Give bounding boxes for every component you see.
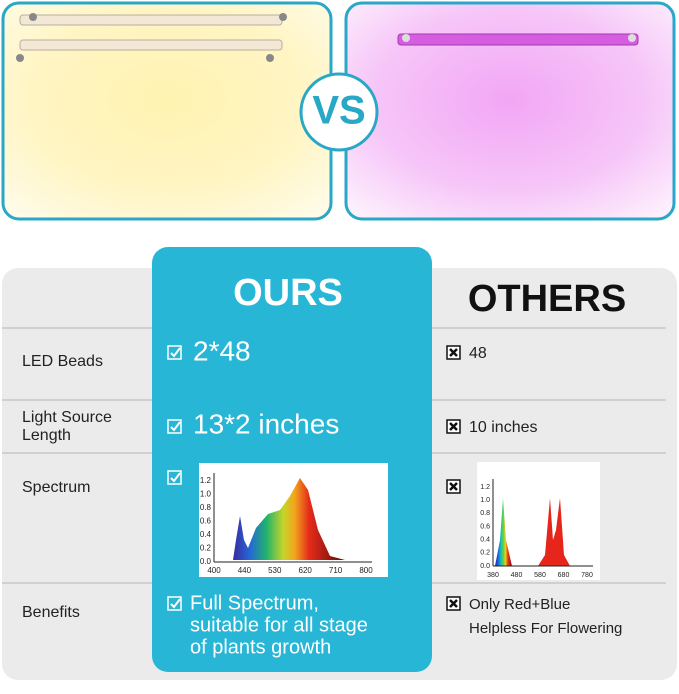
others-header: OTHERS (468, 278, 626, 320)
y-tick-label: 0.6 (200, 517, 212, 526)
x-tick-label: 440 (238, 566, 252, 575)
check-icons (167, 345, 182, 611)
y-tick-label: 0.4 (200, 530, 212, 539)
x-tick-label: 480 (511, 572, 523, 579)
ours-header: OURS (233, 272, 343, 314)
others-value: Only Red+Blue (469, 596, 570, 613)
ours-value: 2*48 (193, 335, 251, 366)
others-value: 48 (469, 345, 487, 362)
x-tick-label: 380 (487, 572, 499, 579)
ours-value: of plants growth (190, 636, 331, 658)
others-values: 48 10 inches Only Red+Blue Helpless For … (469, 345, 622, 637)
vs-label: VS (312, 89, 365, 133)
y-tick-label: 1.2 (480, 484, 490, 491)
y-tick-label: 0.4 (480, 537, 490, 544)
ours-spectrum-curve (233, 478, 345, 560)
y-tick-label: 0.0 (200, 557, 212, 566)
others-value: Helpless For Flowering (469, 620, 622, 637)
others-value: 10 inches (469, 419, 538, 436)
x-tick-label: 620 (299, 566, 313, 575)
x-tick-label: 530 (268, 566, 282, 575)
ours-values: 2*48 13*2 inches Full Spectrum, suitable… (190, 335, 368, 658)
x-icons (446, 345, 461, 611)
y-tick-label: 0.8 (480, 510, 490, 517)
ours-value: suitable for all stage (190, 614, 368, 636)
y-tick-label: 0.6 (480, 523, 490, 530)
ours-value: 13*2 inches (193, 408, 339, 439)
y-tick-label: 1.0 (200, 490, 212, 499)
row-label: Spectrum (22, 479, 90, 496)
x-tick-label: 800 (359, 566, 373, 575)
x-tick-label: 400 (207, 566, 221, 575)
others-blue-peak (495, 498, 512, 566)
y-tick-label: 1.2 (200, 476, 212, 485)
y-tick-label: 1.0 (480, 497, 490, 504)
vs-badge (299, 72, 379, 152)
ours-light-bars (16, 13, 287, 62)
row-label: Length (22, 427, 71, 444)
row-label: Benefits (22, 604, 80, 621)
row-labels: LED Beads Light Source Length Spectrum B… (22, 353, 112, 621)
x-tick-label: 710 (329, 566, 343, 575)
x-tick-label: 580 (534, 572, 546, 579)
others-light-bar (397, 33, 639, 46)
y-tick-label: 0.2 (200, 544, 212, 553)
ours-value: Full Spectrum, (190, 592, 319, 614)
x-tick-label: 780 (581, 572, 593, 579)
row-label: LED Beads (22, 353, 103, 370)
y-tick-label: 0.0 (480, 563, 490, 570)
y-tick-label: 0.2 (480, 550, 490, 557)
others-spectrum-box (477, 462, 600, 580)
others-red-peak (538, 498, 570, 566)
row-label: Light Source (22, 409, 112, 426)
ours-light-panel (1, 1, 333, 221)
x-tick-label: 680 (558, 572, 570, 579)
y-tick-label: 0.8 (200, 503, 212, 512)
